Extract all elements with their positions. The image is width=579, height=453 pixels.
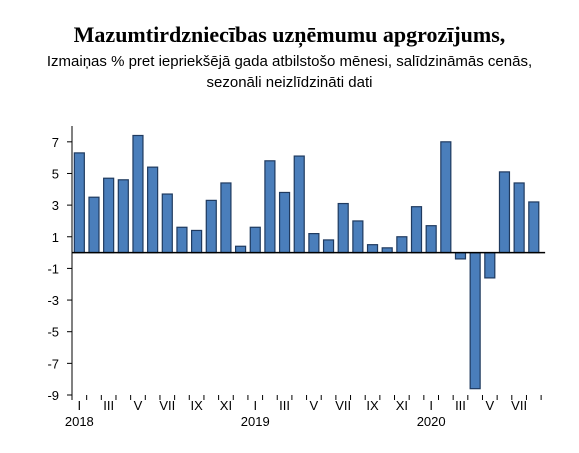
bar [425, 225, 437, 254]
y-tick-label: 7 [52, 135, 59, 150]
bar [410, 206, 423, 254]
bar [264, 160, 276, 254]
bar [234, 245, 247, 254]
x-tick-label: III [455, 398, 466, 413]
x-tick-label: VII [511, 398, 527, 413]
x-tick-label: IX [190, 398, 203, 413]
bar [352, 220, 364, 254]
chart-title: Mazumtirdzniecības uzņēmumu apgrozījums, [73, 22, 506, 47]
x-tick-label: VII [335, 398, 351, 413]
bar [278, 191, 291, 254]
x-tick-label: I [253, 398, 257, 413]
bar [220, 182, 232, 254]
bar [454, 251, 467, 260]
bar [337, 202, 349, 254]
bar [249, 226, 261, 254]
bar [293, 155, 305, 254]
bar [205, 199, 217, 254]
bar [117, 179, 129, 254]
bar [176, 226, 188, 254]
x-tick-label: I [78, 398, 82, 413]
x-tick-label: XI [220, 398, 232, 413]
bar [366, 244, 379, 254]
y-tick-label: -9 [47, 388, 59, 403]
x-tick-label: IX [366, 398, 379, 413]
x-tick-label: V [310, 398, 319, 413]
x-tick-label: XI [396, 398, 408, 413]
chart-subtitle-line-1: Izmaiņas % pret iepriekšējā gada atbilst… [46, 53, 533, 70]
x-tick-label: III [279, 398, 290, 413]
year-label: 2018 [65, 414, 94, 429]
bar [396, 236, 408, 254]
bar [528, 201, 540, 254]
chart-subtitle-line-2: sezonāli neizlīdzināti dati [206, 74, 373, 91]
y-tick-label: -3 [47, 293, 59, 308]
bar [103, 177, 115, 254]
y-tick-label: 3 [52, 198, 59, 213]
bar [322, 239, 335, 254]
y-tick-label: -1 [47, 261, 59, 276]
bar [484, 251, 496, 279]
x-tick-label: V [485, 398, 494, 413]
bar [191, 229, 203, 254]
bar [147, 166, 159, 254]
bar [498, 171, 511, 254]
year-label: 2020 [417, 414, 446, 429]
bar [513, 182, 525, 254]
x-tick-label: I [429, 398, 433, 413]
y-tick-label: -7 [47, 356, 59, 371]
year-label: 2019 [241, 414, 270, 429]
bar [132, 134, 144, 254]
bar [73, 152, 85, 254]
y-tick-label: 1 [52, 230, 59, 245]
x-tick-label: III [103, 398, 114, 413]
bar [161, 193, 173, 254]
bar [88, 196, 100, 254]
bar [308, 233, 320, 254]
y-tick-label: 5 [52, 166, 59, 181]
x-tick-label: VII [159, 398, 175, 413]
bar [440, 141, 452, 254]
bar [469, 251, 481, 390]
y-tick-label: -5 [47, 325, 59, 340]
x-tick-label: V [134, 398, 143, 413]
